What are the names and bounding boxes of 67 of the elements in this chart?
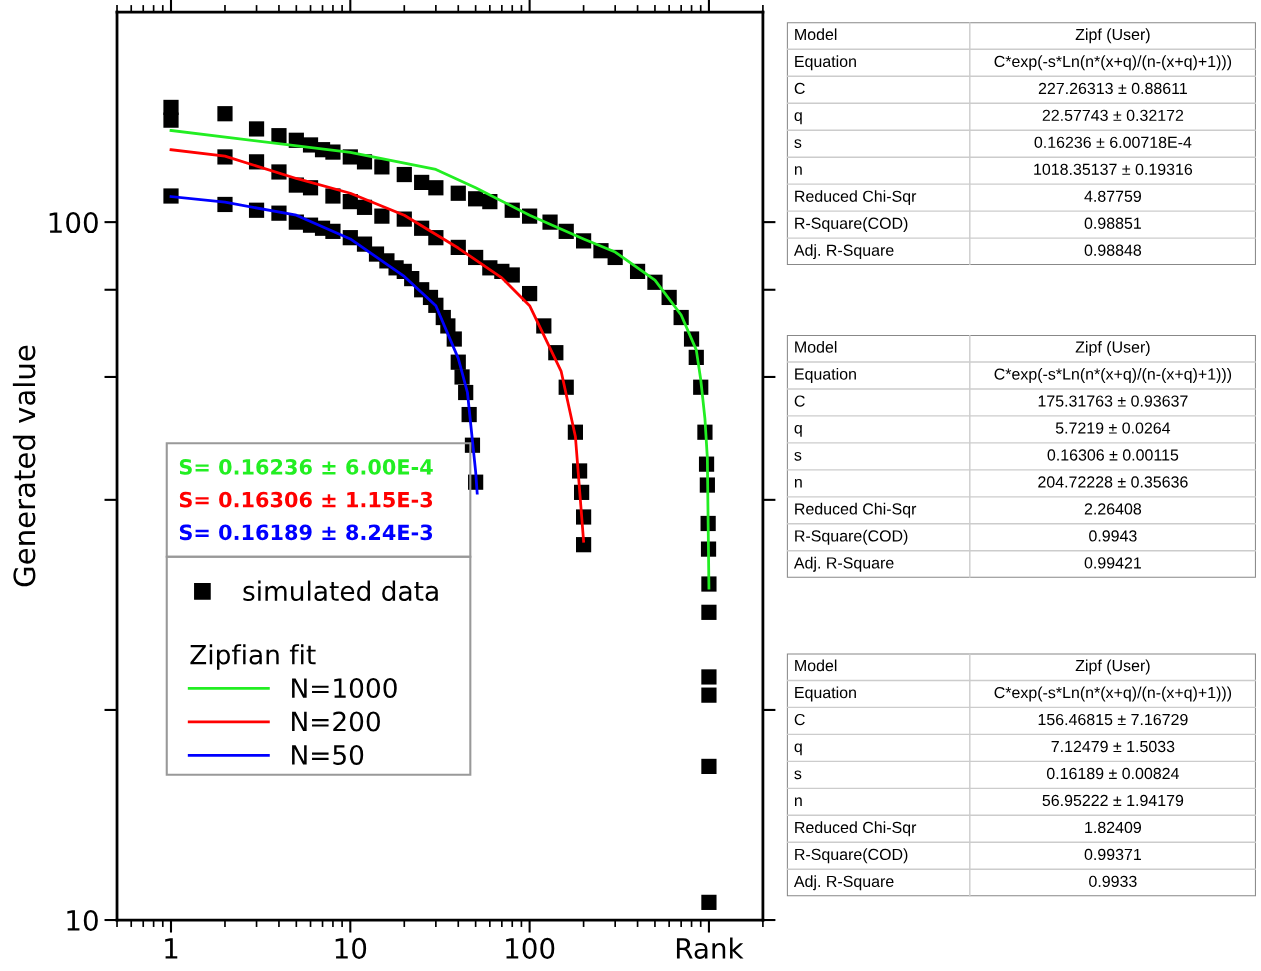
category-label: R-Square(COD) [795,848,908,864]
y-axis-title: Generated value [12,345,36,587]
text: 0.9943 [1089,530,1137,542]
text: 156.46815 ± 7.16729 [1038,713,1188,726]
category-label: Equation [795,686,856,702]
x-tick-label: 10 [335,937,367,959]
text: 56.95222 ± 1.94179 [1042,794,1184,807]
category-label: Model [795,28,837,41]
text: 0.98848 [1084,244,1142,256]
text: C*exp(-s*Ln(n*(x+q)/(n-(x+q)+1))) [994,55,1232,71]
text: 4.87759 [1084,190,1141,202]
text: 5.7219 ± 0.0264 [1055,422,1171,434]
category-label: n [794,166,802,175]
x-tick-label: 100 [506,937,555,959]
category-label: C [794,713,805,726]
text: Zipf (User) [1075,28,1150,44]
annotation: S= 0.16306 ± 1.15E-3 [179,491,433,508]
text: 175.31763 ± 0.93637 [1038,395,1188,407]
category-label: s [794,451,802,461]
legend-title: Zipfian fit [190,644,316,670]
category-label: Reduced Chi-Sqr [795,190,917,206]
annotation: S= 0.16189 ± 8.24E-3 [179,524,433,541]
text: 1018.35137 ± 0.19316 [1034,163,1193,175]
category-label: Model [795,659,837,672]
text: 0.16189 ± 0.00824 [1046,767,1179,780]
category-label: Equation [795,368,856,383]
legend-label: N=1000 [292,678,397,699]
annotation: S= 0.16236 ± 6.00E-4 [179,459,433,475]
text: Zipf (User) [1075,659,1150,675]
text: C*exp(-s*Ln(n*(x+q)/(n-(x+q)+1))) [994,368,1232,383]
category-label: Equation [795,55,856,71]
text: Zipf (User) [1075,341,1150,356]
text: 227.26313 ± 0.88611 [1038,82,1187,95]
category-label: Reduced Chi-Sqr [795,821,917,837]
text: 204.72228 ± 0.35636 [1038,476,1188,488]
x-tick-label: 1 [165,938,178,959]
category-label: C [794,395,805,407]
category-label: R-Square(COD) [795,529,908,545]
legend-label: N=50 [292,744,364,765]
text: 0.99371 [1084,848,1141,861]
category-label: Model [795,341,837,353]
category-label: Reduced Chi-Sqr [795,502,917,518]
text: 0.99421 [1084,557,1141,569]
text: C*exp(-s*Ln(n*(x+q)/(n-(x+q)+1))) [994,686,1232,702]
text: 1.82409 [1085,821,1141,834]
text: 0.9933 [1089,875,1137,888]
category-label: Adj. R-Square [793,244,894,260]
x-tick-label: Rank [676,937,744,959]
category-label: q [794,112,802,125]
category-label: n [794,797,802,806]
text: 2.26408 [1084,503,1142,515]
text: 22.57743 ± 0.32172 [1042,109,1184,122]
category-label: s [794,139,802,148]
text: 0.16236 ± 6.00718E-4 [1034,136,1192,148]
legend-label: simulated data [243,580,438,602]
text: 0.98851 [1084,217,1141,229]
category-label: q [794,743,802,756]
text: 0.16306 ± 0.00115 [1047,449,1179,461]
category-label: n [794,478,802,488]
category-label: Adj. R-Square [793,556,894,572]
category-label: s [794,770,802,780]
category-label: q [794,424,802,437]
category-label: R-Square(COD) [795,217,908,233]
category-label: C [794,82,805,95]
legend-label: N=200 [292,711,380,732]
category-label: Adj. R-Square [793,875,894,891]
text: 7.12479 ± 1.5033 [1051,740,1175,753]
